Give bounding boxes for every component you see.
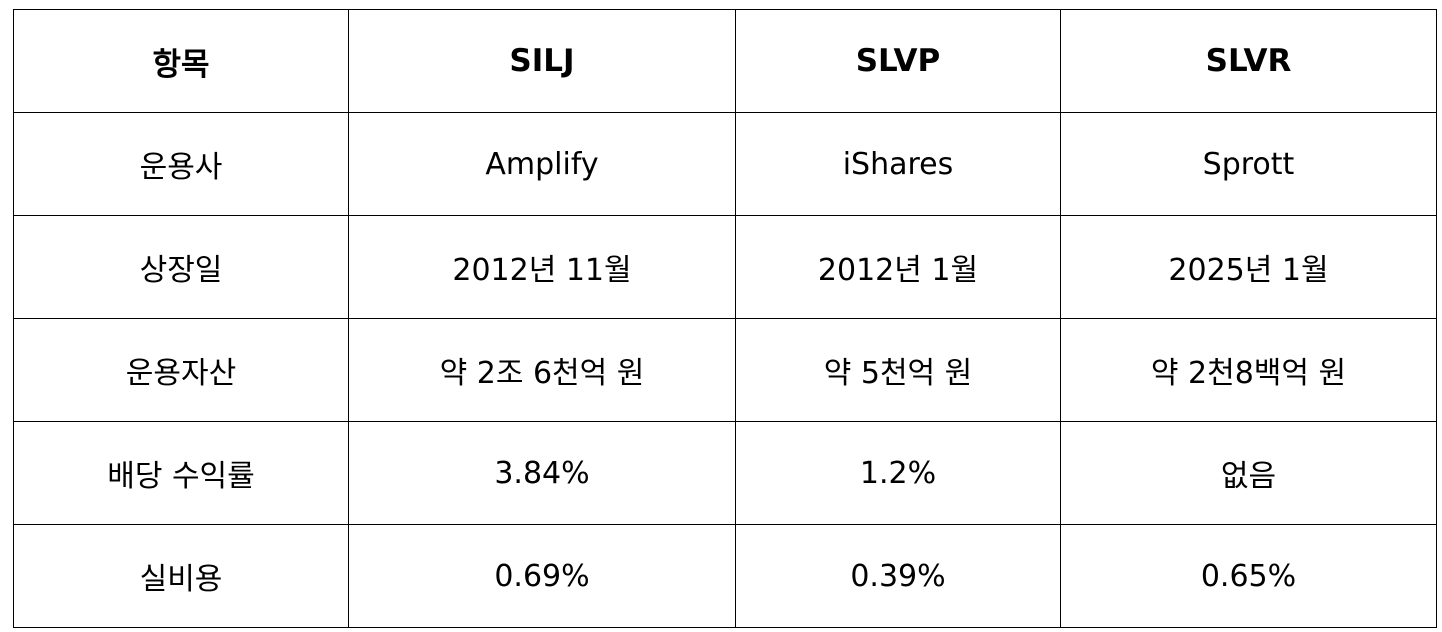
row-label: 실비용 [13, 524, 349, 628]
table-row: 실비용 0.69% 0.39% 0.65% [13, 524, 1437, 628]
table-row: 상장일 2012년 11월 2012년 1월 2025년 1월 [13, 215, 1437, 319]
table-cell: 2012년 11월 [348, 215, 736, 319]
table-row: 운용자산 약 2조 6천억 원 약 5천억 원 약 2천8백억 원 [13, 318, 1437, 422]
table-cell: 0.39% [735, 524, 1061, 628]
row-label: 상장일 [13, 215, 349, 319]
table-cell: 0.69% [348, 524, 736, 628]
table-cell: 0.65% [1060, 524, 1437, 628]
table-row: 배당 수익률 3.84% 1.2% 없음 [13, 421, 1437, 525]
header-slvp: SLVP [735, 9, 1061, 113]
table-cell: 약 5천억 원 [735, 318, 1061, 422]
table-cell: 없음 [1060, 421, 1437, 525]
table-cell: 2025년 1월 [1060, 215, 1437, 319]
header-slvr: SLVR [1060, 9, 1437, 113]
header-item: 항목 [13, 9, 349, 113]
table-cell: Sprott [1060, 112, 1437, 216]
table-cell: Amplify [348, 112, 736, 216]
table-cell: 3.84% [348, 421, 736, 525]
etf-comparison-table: 항목 SILJ SLVP SLVR 운용사 Amplify iShares Sp… [13, 9, 1437, 628]
table-row: 운용사 Amplify iShares Sprott [13, 112, 1437, 216]
table-cell: 약 2천8백억 원 [1060, 318, 1437, 422]
table-cell: iShares [735, 112, 1061, 216]
header-silj: SILJ [348, 9, 736, 113]
table-cell: 1.2% [735, 421, 1061, 525]
table-cell: 약 2조 6천억 원 [348, 318, 736, 422]
row-label: 배당 수익률 [13, 421, 349, 525]
row-label: 운용자산 [13, 318, 349, 422]
row-label: 운용사 [13, 112, 349, 216]
table-cell: 2012년 1월 [735, 215, 1061, 319]
table-header-row: 항목 SILJ SLVP SLVR [13, 9, 1437, 113]
